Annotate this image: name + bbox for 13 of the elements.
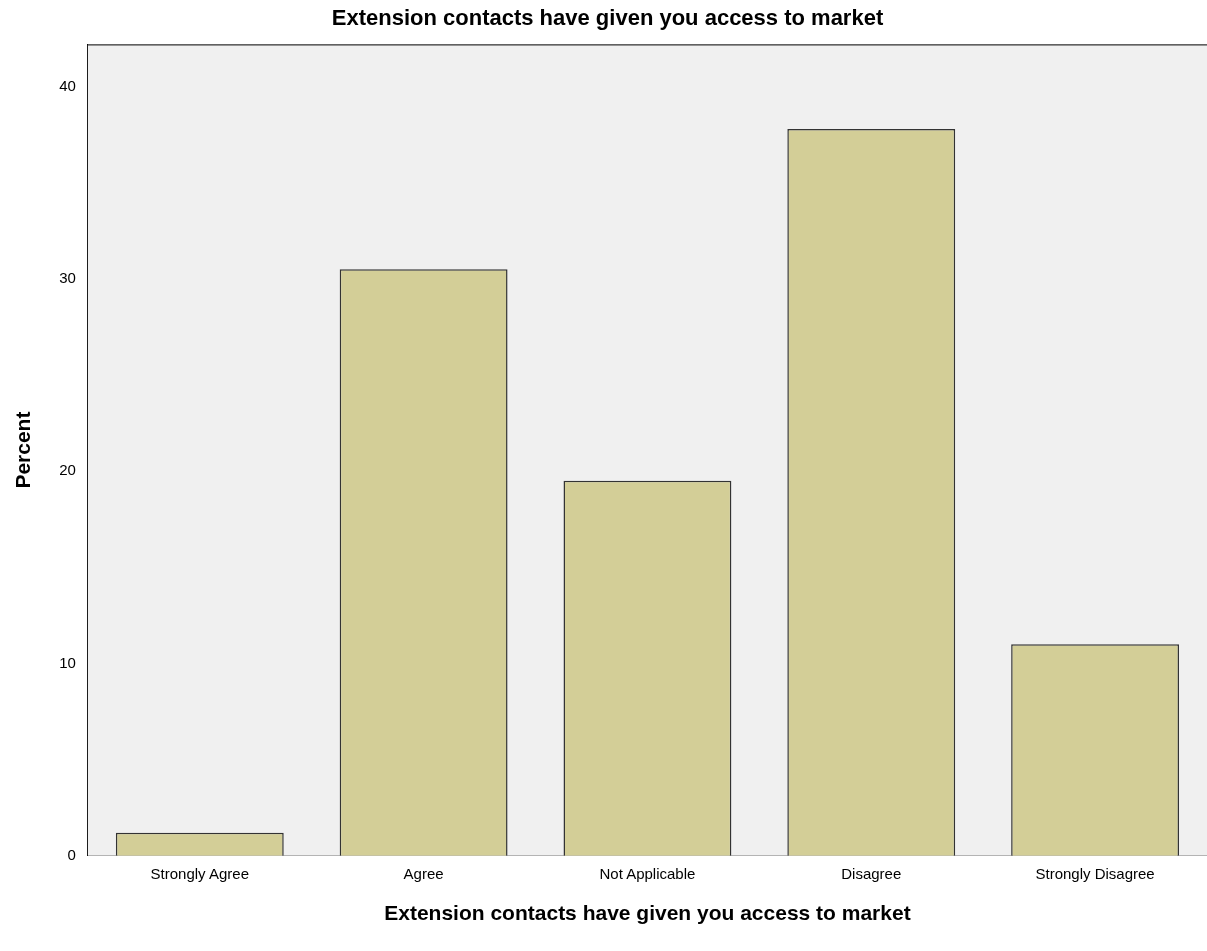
- x-tick-label: Not Applicable: [599, 864, 696, 882]
- y-tick-label: 40: [59, 76, 76, 94]
- x-axis-title: Extension contacts have given you access to market: [384, 901, 911, 925]
- y-tick-label: 30: [59, 269, 76, 287]
- x-tick-label: Agree: [403, 864, 444, 882]
- x-tick-label: Strongly Agree: [150, 864, 249, 882]
- y-tick-label: 0: [67, 845, 76, 863]
- y-tick-label: 10: [59, 653, 76, 671]
- x-tick-label: Disagree: [841, 864, 902, 882]
- y-axis-title: Percent: [11, 411, 35, 489]
- y-tick-label: 20: [59, 461, 76, 479]
- x-tick-label: Strongly Disagree: [1035, 864, 1155, 882]
- chart-title: Extension contacts have given you access to market: [331, 5, 884, 31]
